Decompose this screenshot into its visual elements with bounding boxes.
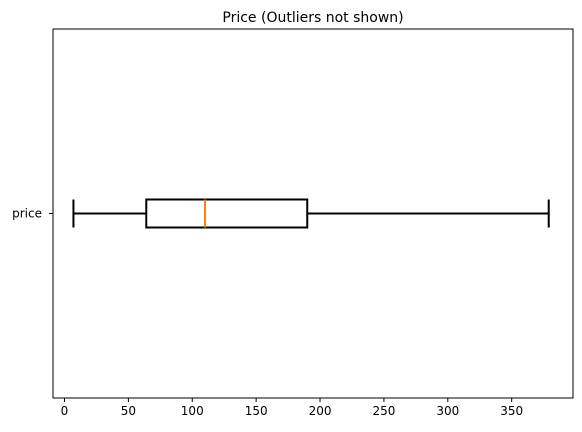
x-tick-label: 300 <box>436 404 459 418</box>
y-axis-ticks: price <box>12 207 53 221</box>
x-axis-ticks: 0 50 100 150 200 250 300 350 <box>61 398 523 418</box>
x-tick-label: 350 <box>500 404 523 418</box>
chart-title: Price (Outliers not shown) <box>222 10 403 26</box>
interquartile-box <box>145 198 309 229</box>
x-tick-label: 0 <box>61 404 69 418</box>
box-plot-group <box>72 198 550 229</box>
y-tick-label: price <box>12 207 42 221</box>
x-tick-label: 250 <box>372 404 395 418</box>
x-tick-label: 100 <box>181 404 204 418</box>
x-tick-label: 50 <box>121 404 136 418</box>
x-tick-label: 150 <box>245 404 268 418</box>
x-tick-label: 200 <box>309 404 332 418</box>
